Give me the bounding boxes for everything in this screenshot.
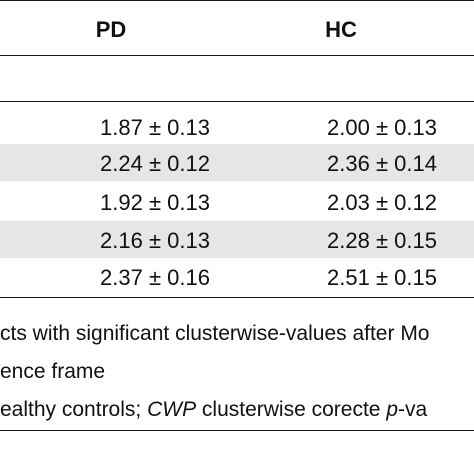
row-shade-2 [0,144,474,181]
bottom-rule [0,297,474,298]
footnote-line-3: ealthy controls; CWP clusterwise corecte… [0,399,427,420]
table-cell-hc: 2.28 ± 0.15 [327,228,437,253]
top-rule [0,0,474,1]
table-cell-pd: 1.87 ± 0.13 [100,115,210,140]
table-cell-hc: 2.51 ± 0.15 [327,265,437,290]
column-header-pd: PD [95,17,127,42]
footnote-line-1: cts with significant clusterwise-values … [0,322,430,345]
footnote-text: clusterwise corecte [196,398,387,421]
table-cell-pd: 2.24 ± 0.12 [100,151,210,176]
footnote-abbrev-cwp: CWP [147,398,197,421]
footnote-symbol-p: p [386,398,398,421]
footnote-bottom-rule [0,430,474,431]
body-top-rule [0,101,474,102]
table-cell-pd: 1.92 ± 0.13 [100,190,210,215]
table-cell-hc: 2.03 ± 0.12 [327,190,437,215]
table-cell-pd: 2.16 ± 0.13 [100,228,210,253]
table-cell-pd: 2.37 ± 0.16 [100,265,210,290]
table-cell-hc: 2.00 ± 0.13 [327,115,437,140]
column-header-hc: HC [325,17,357,42]
header-rule [0,55,474,56]
row-shade-4 [0,221,474,258]
footnote-text: ealthy controls; [0,398,148,421]
footnote-line-2: ence frame [0,360,106,383]
footnote-text: -va [398,398,428,421]
table-cell-hc: 2.36 ± 0.14 [327,151,437,176]
